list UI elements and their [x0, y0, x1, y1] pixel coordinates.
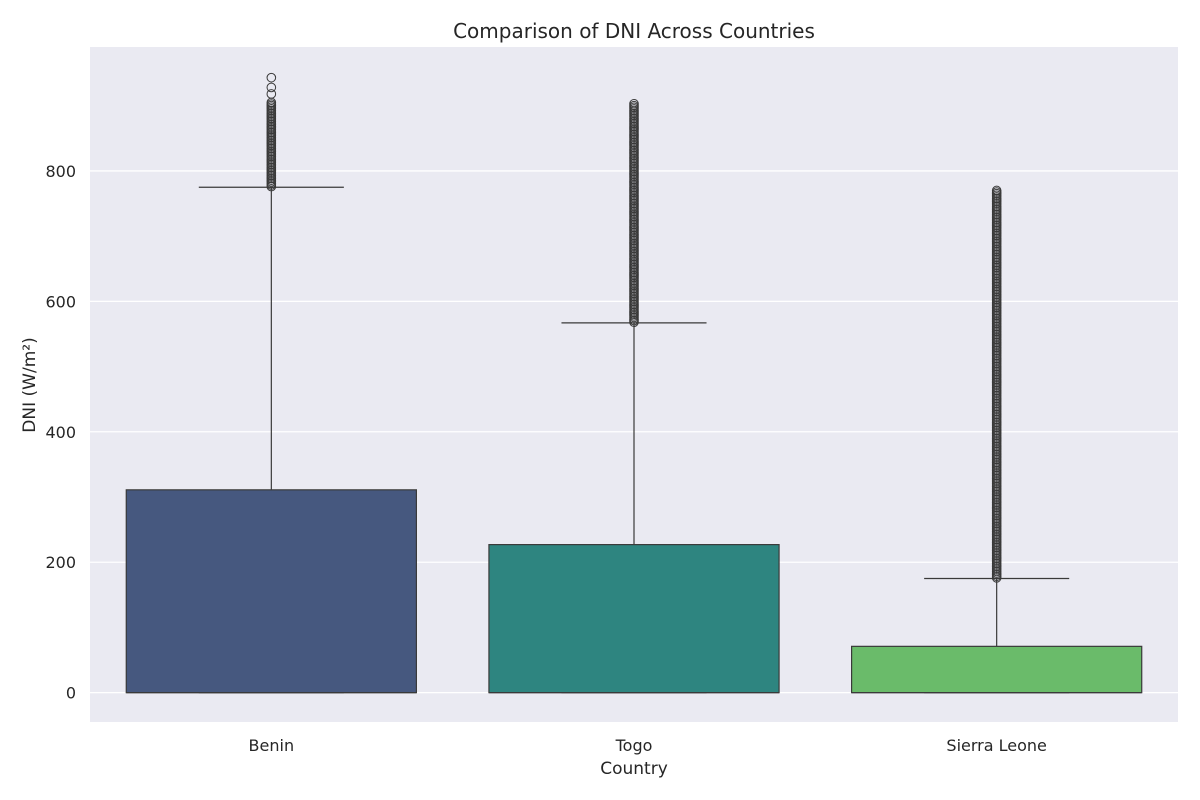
box-group	[488, 98, 780, 694]
outlier-point	[266, 89, 277, 99]
box-body	[850, 645, 1143, 694]
y-tick-label: 800	[45, 162, 76, 181]
chart-title: Comparison of DNI Across Countries	[453, 19, 815, 43]
y-tick-label: 0	[66, 684, 76, 703]
y-tick-label: 600	[45, 292, 76, 311]
box-series	[125, 72, 1143, 694]
outlier-group	[629, 98, 639, 328]
y-tick-label: 200	[45, 553, 76, 572]
box-group	[850, 185, 1143, 694]
x-axis-ticks: Benin Togo Sierra Leone	[249, 736, 1047, 755]
outlier-point	[266, 72, 277, 83]
box-group	[125, 72, 418, 694]
box-body	[125, 489, 418, 694]
box-body	[488, 544, 780, 694]
x-tick-label: Benin	[249, 736, 295, 755]
outlier-point	[266, 82, 277, 93]
y-axis-ticks: 0 200 400 600 800	[45, 162, 76, 703]
outlier-group	[991, 185, 1002, 583]
outlier-point	[991, 185, 1002, 196]
x-axis-label: Country	[600, 759, 668, 779]
outlier-point	[629, 98, 639, 109]
y-axis-label: DNI (W/m²)	[20, 337, 40, 432]
y-tick-label: 400	[45, 423, 76, 442]
x-tick-label: Sierra Leone	[946, 736, 1046, 755]
outlier-group	[266, 72, 277, 192]
x-tick-label: Togo	[615, 736, 653, 755]
